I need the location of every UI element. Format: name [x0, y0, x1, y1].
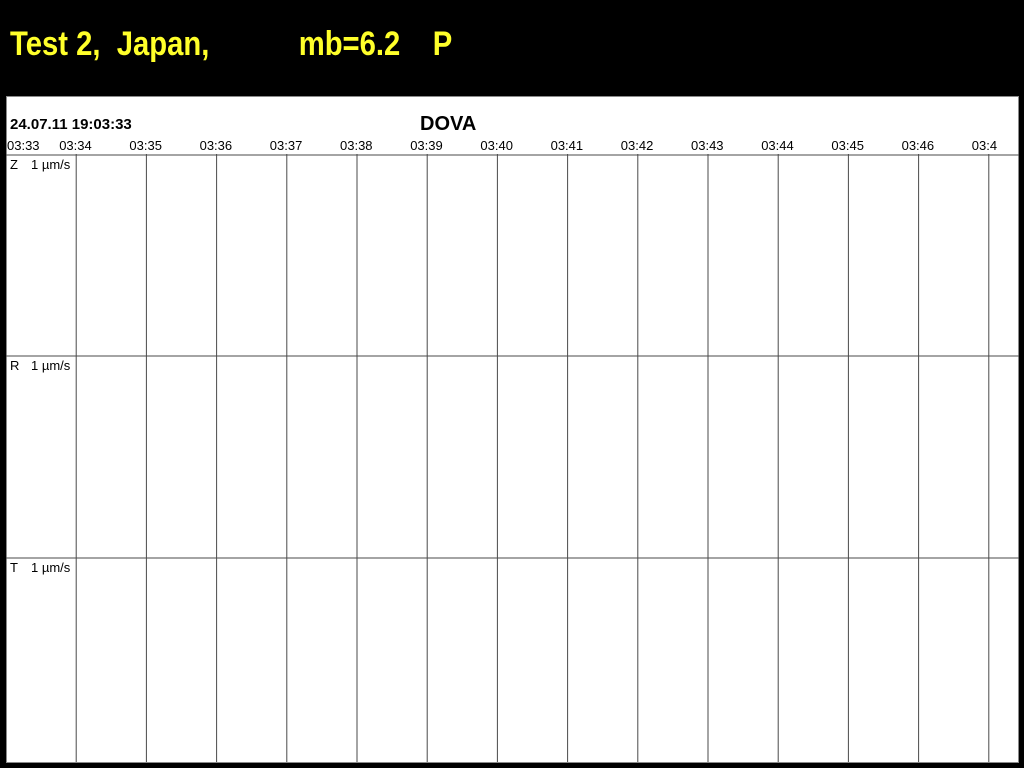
channel-unit: 1 µm/s: [31, 358, 71, 373]
channel-unit: 1 µm/s: [31, 560, 71, 575]
time-axis: 03:33 03:34 03:35 03:36 03:37 03:38 03:39 03:40…: [7, 138, 997, 153]
time-tick-label: 03:34: [59, 138, 92, 153]
time-tick-label: 03:45: [831, 138, 864, 153]
channel-name: R: [10, 358, 19, 373]
time-tick-label: 03:38: [340, 138, 373, 153]
channel-unit: 1 µm/s: [31, 157, 71, 172]
channel-t: T 1 µm/s: [6, 557, 1019, 575]
plot-frame: [6, 96, 1019, 763]
time-tick-label: 03:42: [621, 138, 654, 153]
slide-title: Test 2, Japan, mb=6.2 P: [10, 25, 453, 63]
channel-r: R 1 µm/s: [6, 355, 1019, 373]
grid: [6, 154, 1019, 762]
time-tick-label: 03:41: [551, 138, 584, 153]
time-tick-label: 03:44: [761, 138, 794, 153]
time-tick-label: 03:36: [200, 138, 233, 153]
station-name: DOVA: [420, 113, 476, 135]
time-tick-label: 03:37: [270, 138, 303, 153]
time-tick-label: 03:43: [691, 138, 724, 153]
seismogram-panel: 24.07.11 19:03:33 DOVA 03:33 03:34 03:35 03…: [6, 96, 1019, 763]
time-tick-label: 03:33: [7, 138, 40, 153]
channel-name: T: [10, 560, 18, 575]
time-tick-label: 03:46: [902, 138, 935, 153]
time-tick-label: 03:40: [480, 138, 513, 153]
channel-panels: Z 1 µm/s R 1 µm/s T 1 µm/s: [6, 157, 1019, 575]
channel-name: Z: [10, 157, 18, 172]
seismogram-chart: 24.07.11 19:03:33 DOVA 03:33 03:34 03:35 03…: [6, 96, 1019, 763]
channel-z: Z 1 µm/s: [10, 157, 71, 172]
time-tick-label: 03:35: [129, 138, 162, 153]
record-timestamp: 24.07.11 19:03:33: [10, 116, 132, 133]
time-tick-label: 03:39: [410, 138, 443, 153]
time-tick-label: 03:4: [972, 138, 997, 153]
